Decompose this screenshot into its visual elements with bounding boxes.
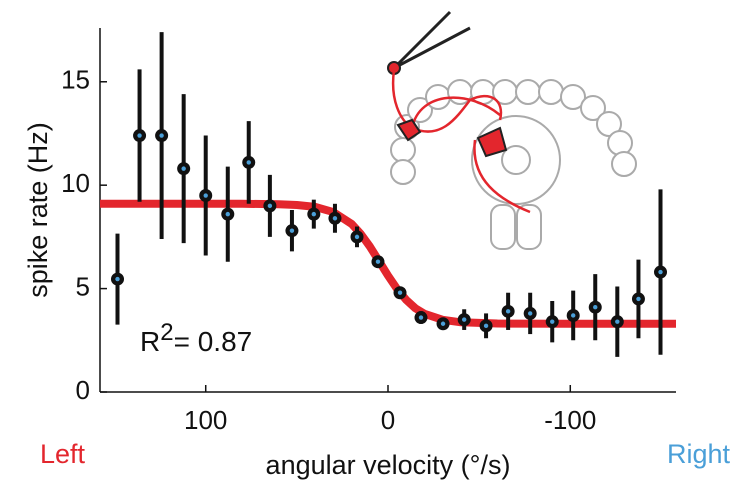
marker-center: [461, 317, 467, 322]
marker-center: [440, 321, 446, 326]
marker-center: [570, 313, 576, 318]
marker-center: [159, 133, 164, 138]
annotation: R2= 0.87: [140, 319, 252, 357]
marker-center: [311, 211, 317, 217]
inset-schematic: [387, 10, 637, 250]
marker-center: [137, 133, 142, 138]
marker-center: [593, 305, 598, 310]
x-tick-label: 0: [381, 405, 395, 435]
marker-center: [267, 203, 273, 209]
marker-center: [550, 319, 555, 324]
marker-center: [354, 234, 360, 240]
marker-center: [225, 211, 230, 217]
y-tick-label: 0: [76, 375, 90, 405]
marker-center: [615, 319, 620, 324]
marker-center: [332, 216, 338, 221]
y-tick-label: 10: [61, 168, 90, 198]
marker-center: [658, 269, 663, 275]
marker-center: [203, 193, 208, 198]
x-axis-label: angular velocity (°/s): [266, 450, 511, 480]
annotation-suffix: = 0.87: [174, 326, 253, 357]
marker-center: [483, 323, 489, 329]
marker-center: [246, 160, 251, 165]
y-axis-label: spike rate (Hz): [23, 122, 53, 298]
marker-center: [397, 290, 403, 295]
x-tick-label: -100: [544, 405, 596, 435]
x-left-label: Left: [40, 439, 86, 469]
annotation-base: R: [140, 326, 160, 357]
marker-center: [289, 228, 295, 233]
x-tick-label: 100: [184, 405, 227, 435]
marker-center: [636, 296, 641, 302]
marker-center: [115, 276, 120, 282]
marker-center: [505, 309, 511, 314]
annotation-superscript: 2: [160, 319, 173, 346]
marker-center: [418, 315, 424, 320]
marker-center: [181, 166, 186, 171]
y-tick-label: 15: [61, 65, 90, 95]
marker-center: [375, 259, 381, 264]
y-tick-label: 5: [76, 271, 90, 301]
x-right-label: Right: [667, 439, 731, 469]
marker-center: [527, 311, 533, 316]
